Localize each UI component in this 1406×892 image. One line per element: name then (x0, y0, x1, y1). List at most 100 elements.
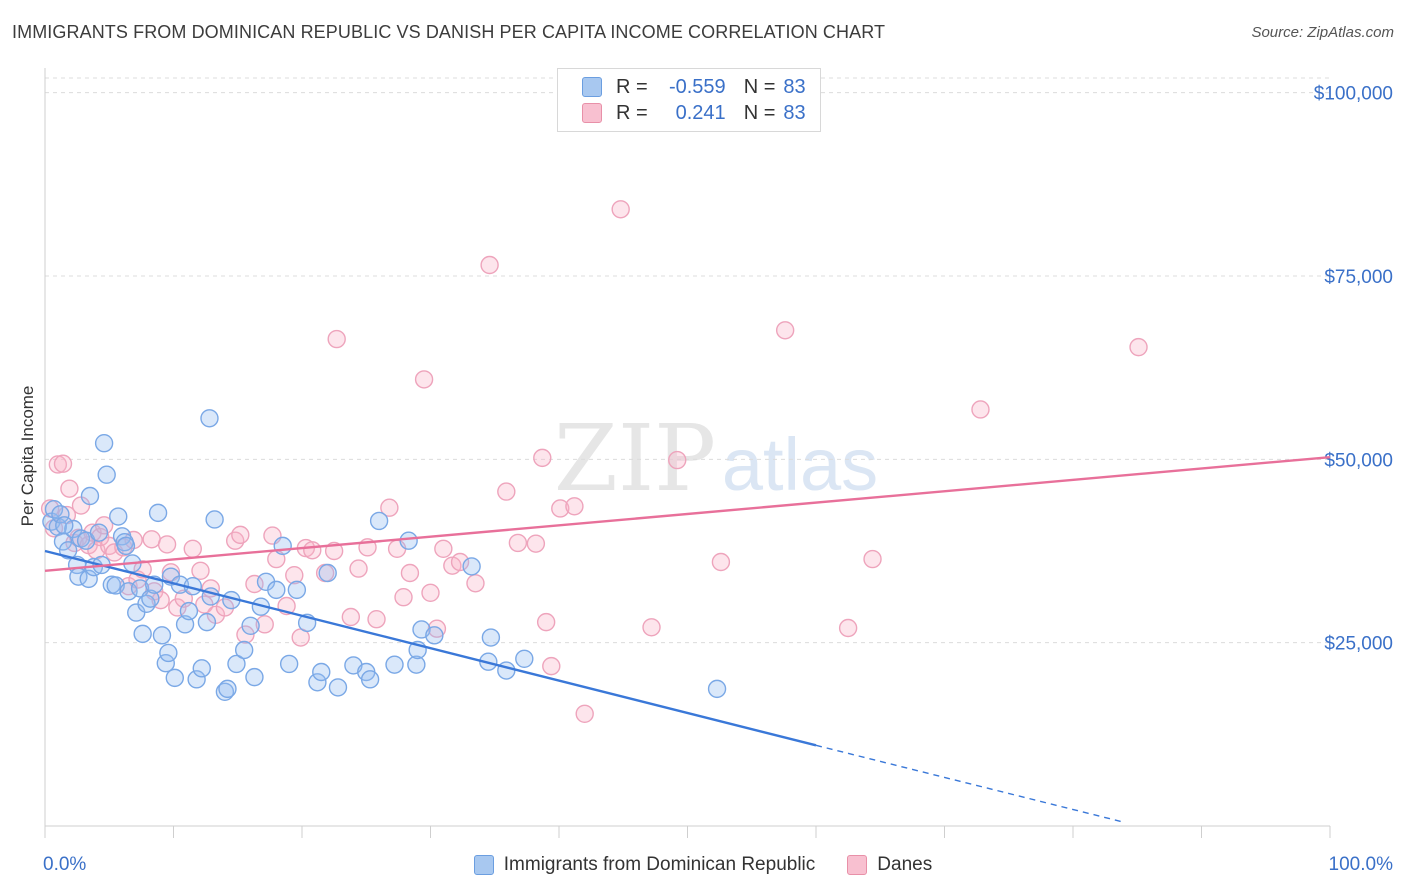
danes-point (60, 479, 79, 498)
r-value: -0.559 (668, 75, 726, 98)
danes-point (450, 552, 470, 572)
danes-point (508, 533, 528, 553)
dominican-point (119, 582, 138, 601)
dominican-point (267, 580, 286, 600)
dominican-point (287, 580, 307, 600)
danes-point (255, 615, 274, 634)
n-label: N = (743, 101, 776, 124)
dominican-point (51, 505, 70, 524)
danes-point (400, 563, 420, 583)
danes-point (611, 200, 630, 219)
dominican-point (165, 668, 184, 688)
danes-point (161, 563, 181, 582)
n-value: 83 (783, 101, 806, 124)
legend-swatch-pink (582, 103, 602, 123)
danes-point (533, 448, 552, 468)
danes-point (236, 625, 255, 644)
dominican-point (218, 679, 237, 699)
n-label: N = (743, 75, 776, 98)
dominican-point (245, 667, 264, 687)
dominican-point (425, 626, 444, 645)
legend-item-danes: Danes (847, 854, 932, 876)
dominican-point (79, 569, 98, 589)
dominican-point (152, 626, 172, 645)
chart-title: IMMIGRANTS FROM DOMINICAN REPUBLIC VS DA… (12, 22, 886, 42)
dominican-point (462, 557, 481, 576)
dominican-point (385, 655, 404, 674)
dominican-point (241, 616, 260, 635)
danes-trendline (44, 455, 1331, 572)
dominican-point (407, 655, 426, 674)
dominican-point (58, 541, 78, 560)
dominican-point (215, 682, 235, 701)
legend-swatch-blue (473, 855, 494, 875)
dominican-point (141, 589, 160, 608)
dominican-point (318, 563, 337, 583)
n-value: 83 (783, 75, 806, 98)
danes-point (466, 574, 485, 593)
danes-point (1129, 337, 1148, 357)
dominican-point (55, 516, 74, 535)
danes-point (367, 610, 386, 629)
danes-point (231, 525, 250, 545)
dominican-point (192, 659, 211, 678)
legend-swatch-blue (582, 77, 602, 97)
danes-point (863, 549, 882, 569)
r-label: R = (616, 101, 648, 124)
legend-label: Immigrants from Dominican Republic (503, 854, 816, 875)
danes-point (642, 618, 661, 637)
watermark-zip: ZIP (554, 405, 716, 512)
y-tick-label: $100,000 (1314, 84, 1393, 105)
r-label: R = (616, 75, 648, 98)
danes-point (497, 482, 516, 501)
dominican-trendline (44, 549, 817, 747)
dominican-point (80, 486, 100, 506)
danes-point (421, 583, 440, 602)
danes-point (394, 588, 413, 607)
danes-point (775, 321, 795, 340)
y-axis-label: Per Capita Income (18, 385, 37, 527)
danes-point (711, 552, 731, 572)
dominican-point (187, 670, 206, 689)
danes-point (191, 561, 210, 580)
x-tick-label: 100.0% (1329, 854, 1394, 875)
source-credit: Source: ZipAtlas.com (1251, 24, 1394, 41)
dominican-point (481, 628, 501, 647)
danes-point (971, 400, 990, 419)
danes-point (225, 531, 245, 550)
danes-point (480, 255, 499, 275)
danes-point (183, 539, 202, 558)
dominican-point (205, 510, 224, 529)
danes-point (53, 454, 73, 473)
stats-legend: R = -0.559 N = 83 R = 0.241 N = 83 (557, 68, 821, 132)
dominican-point (159, 643, 178, 663)
dominican-point (369, 511, 389, 531)
danes-point (414, 370, 434, 389)
dominican-point (64, 519, 83, 539)
dominican-point (148, 503, 168, 523)
danes-point (551, 499, 570, 518)
dominican-point (89, 523, 109, 542)
dominican-point (53, 532, 73, 551)
dominican-point (360, 670, 380, 689)
dominican-point (279, 654, 299, 674)
dominican-point (179, 601, 199, 621)
dominican-trendline-extension (815, 744, 1125, 824)
dominican-point (308, 673, 327, 692)
dominican-point (515, 649, 534, 668)
legend-label: Danes (877, 854, 933, 875)
dominican-point (399, 531, 418, 550)
legend-row-dominican: R = -0.559 N = 83 (582, 74, 806, 100)
y-tick-label: $75,000 (1324, 267, 1393, 288)
danes-point (341, 607, 361, 627)
r-value: 0.241 (675, 101, 726, 124)
watermark-atlas: atlas (722, 423, 878, 506)
danes-point (157, 535, 177, 554)
dominican-point (197, 612, 217, 632)
danes-point (575, 704, 594, 723)
dominican-point (94, 434, 114, 453)
legend-swatch-pink (847, 855, 868, 875)
dominican-point (312, 662, 331, 682)
dominican-point (328, 678, 348, 697)
danes-point (536, 612, 556, 632)
